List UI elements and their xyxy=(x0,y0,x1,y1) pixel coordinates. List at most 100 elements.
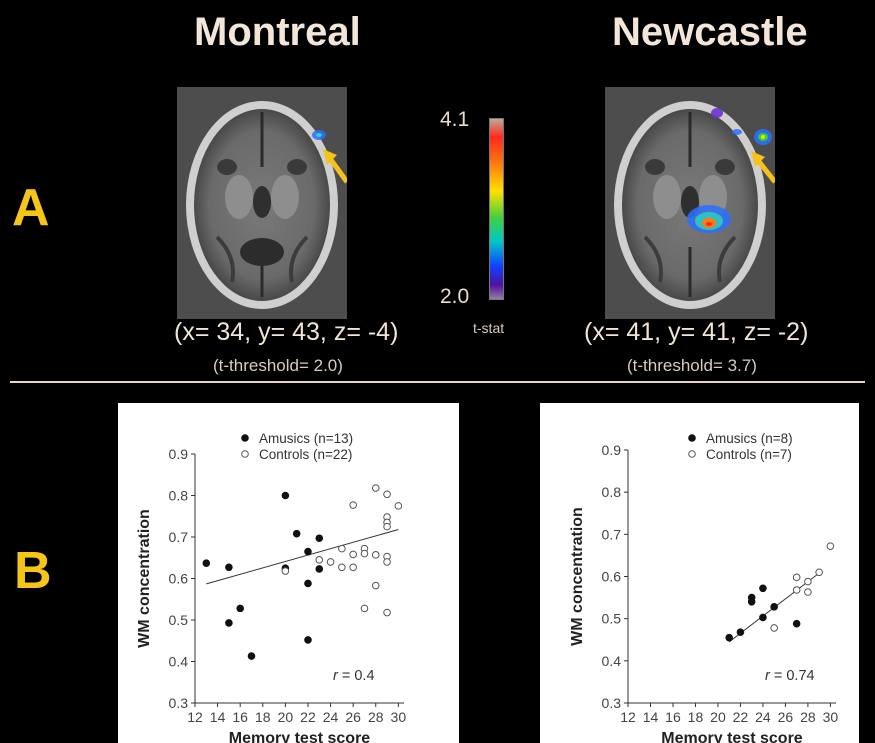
y-axis-label: WM concentration xyxy=(569,507,586,646)
y-tick-label: 0.7 xyxy=(169,529,189,545)
y-tick-label: 0.3 xyxy=(602,695,622,711)
colorbar-label: t-stat xyxy=(473,320,505,336)
controls-point xyxy=(792,573,801,582)
amusics-point xyxy=(247,652,256,660)
amusics-point xyxy=(770,603,778,611)
colorbar-max: 4.1 xyxy=(440,108,470,131)
y-tick-label: 0.8 xyxy=(602,484,622,500)
site-title-newcastle: Newcastle xyxy=(612,10,808,54)
amusics-point xyxy=(725,633,733,642)
controls-point xyxy=(792,586,801,594)
correlation-annotation: r = 0.74 xyxy=(765,668,815,684)
panel-label-b: B xyxy=(14,542,52,600)
controls-point xyxy=(281,567,290,575)
y-tick-label: 0.6 xyxy=(169,571,189,587)
controls-point xyxy=(383,490,391,499)
controls-point xyxy=(338,544,346,553)
legend-marker xyxy=(241,434,249,442)
x-tick-label: 30 xyxy=(391,709,407,725)
x-tick-label: 18 xyxy=(688,709,704,725)
x-tick-label: 24 xyxy=(755,709,771,725)
x-tick-label: 14 xyxy=(643,709,659,725)
x-tick-label: 28 xyxy=(800,709,816,725)
amusics-point xyxy=(236,604,244,613)
threshold-montreal: (t-threshold= 2.0) xyxy=(213,356,343,375)
x-tick-label: 22 xyxy=(733,709,749,725)
x-tick-label: 12 xyxy=(187,709,203,725)
y-tick-label: 0.5 xyxy=(602,611,622,627)
controls-point xyxy=(371,551,380,559)
legend-entry: Controls (n=22) xyxy=(259,447,352,462)
amusics-point xyxy=(304,579,312,588)
scatter-chart-montreal: 0.3 0.4 0.5 0.6 0.7 0.8 0.9 12 14 16 18 20 22 24 26 28 3… xyxy=(118,403,459,743)
x-tick-label: 28 xyxy=(368,709,384,725)
legend-entry: Amusics (n=13) xyxy=(259,431,353,446)
coordinates-montreal: (x= 34, y= 43, z= -4) xyxy=(174,318,399,346)
amusics-point xyxy=(759,584,767,593)
controls-point xyxy=(360,549,369,558)
panel-label-a: A xyxy=(12,179,50,237)
legend-marker xyxy=(241,450,249,458)
site-title-montreal: Montreal xyxy=(194,10,361,54)
scatter-svg-montreal: 0.3 0.4 0.5 0.6 0.7 0.8 0.9 12 14 16 18 20 22 24 26 28 3… xyxy=(136,431,407,743)
controls-point xyxy=(383,522,391,531)
controls-point xyxy=(383,608,391,617)
y-tick-label: 0.6 xyxy=(602,569,622,585)
amusics-point xyxy=(292,529,301,538)
amusics-point xyxy=(304,636,312,644)
controls-point xyxy=(394,502,403,510)
x-tick-label: 26 xyxy=(345,709,361,725)
amusics-point xyxy=(792,619,801,628)
correlation-value: = 0.74 xyxy=(770,668,815,684)
legend-entry: Amusics (n=8) xyxy=(706,431,793,446)
correlation-var: r xyxy=(765,668,771,684)
amusics-point xyxy=(281,491,290,500)
controls-point xyxy=(349,563,357,572)
brain-scan-montreal xyxy=(177,87,347,319)
x-tick-label: 14 xyxy=(210,709,226,725)
controls-point xyxy=(371,581,380,590)
amusics-point xyxy=(747,598,756,606)
controls-point xyxy=(383,558,391,566)
controls-point xyxy=(349,550,357,559)
y-tick-label: 0.7 xyxy=(602,526,622,542)
brain-scan-newcastle xyxy=(605,87,775,319)
controls-point xyxy=(315,556,324,564)
controls-point xyxy=(326,558,335,566)
correlation-var: r xyxy=(333,668,339,684)
controls-point xyxy=(338,563,346,572)
amusics-point xyxy=(736,628,745,636)
amusics-point xyxy=(315,565,324,573)
controls-point xyxy=(804,577,812,586)
controls-point xyxy=(770,624,778,632)
y-tick-label: 0.9 xyxy=(602,442,622,458)
controls-point xyxy=(371,484,380,492)
y-tick-label: 0.8 xyxy=(169,488,189,504)
panel-b: B 0.3 0.4 0.5 0.6 0.7 0.8 0.9 12 14 16 18 20 22 24 26 2… xyxy=(0,383,875,743)
controls-point xyxy=(804,588,812,596)
x-tick-label: 24 xyxy=(323,709,339,725)
threshold-newcastle: (t-threshold= 3.7) xyxy=(627,356,757,375)
y-axis-label: WM concentration xyxy=(136,509,153,648)
trendline xyxy=(206,529,399,585)
amusics-point xyxy=(759,613,767,622)
y-tick-label: 0.3 xyxy=(169,695,189,711)
coordinates-newcastle: (x= 41, y= 41, z= -2) xyxy=(584,318,809,346)
controls-point xyxy=(815,568,823,577)
x-tick-label: 16 xyxy=(232,709,248,725)
controls-point xyxy=(349,501,357,509)
x-tick-label: 26 xyxy=(778,709,794,725)
amusics-point xyxy=(315,534,324,543)
colorbar xyxy=(489,118,504,300)
panel-divider xyxy=(10,381,865,383)
x-tick-label: 12 xyxy=(620,709,636,725)
controls-point xyxy=(360,604,369,613)
amusics-point xyxy=(202,559,211,567)
legend-marker xyxy=(688,450,696,458)
y-tick-label: 0.5 xyxy=(169,612,189,628)
x-tick-label: 16 xyxy=(665,709,681,725)
amusics-point xyxy=(225,563,233,572)
y-tick-label: 0.9 xyxy=(169,446,189,462)
legend-marker xyxy=(688,434,696,442)
x-axis-label: Memory test score xyxy=(229,730,370,743)
